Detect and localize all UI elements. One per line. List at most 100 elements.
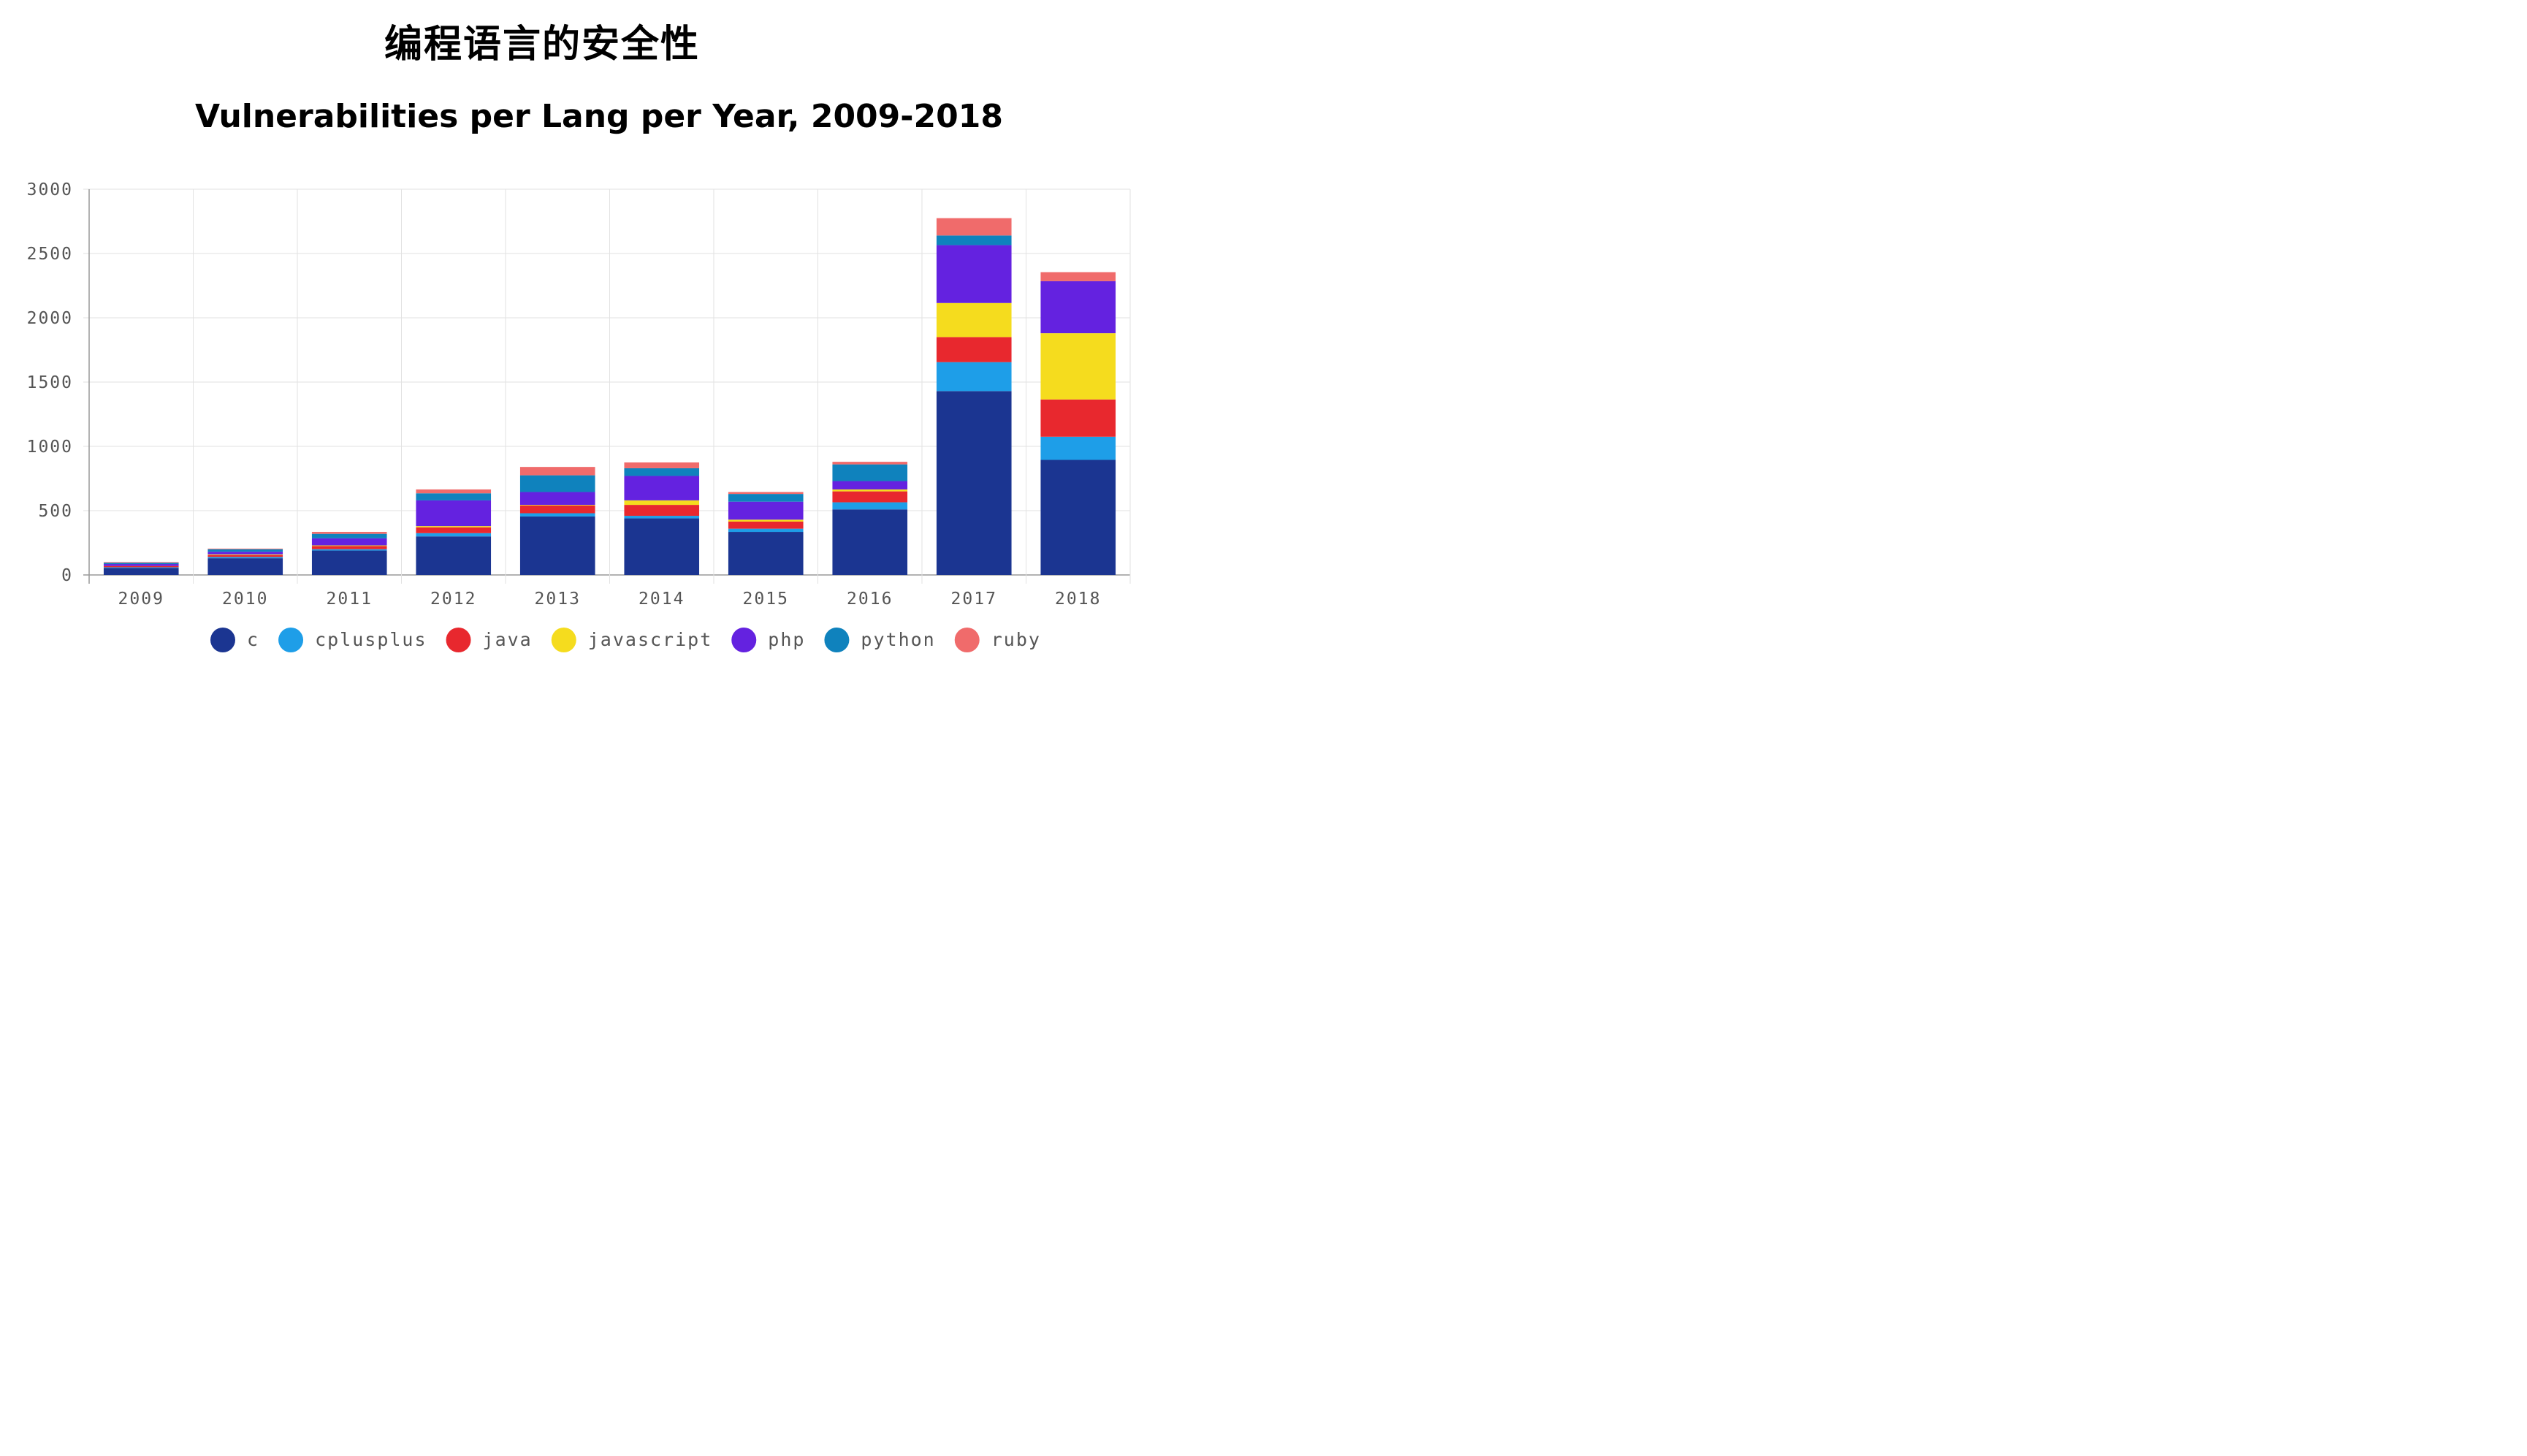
- bar-segment-python-2009: [103, 563, 179, 565]
- bar-segment-java-2018: [1040, 399, 1116, 437]
- legend-swatch-ruby: [954, 628, 980, 652]
- bar-segment-php-2018: [1040, 281, 1116, 334]
- x-tick-label: 2009: [118, 590, 164, 609]
- bar-segment-java-2010: [207, 554, 283, 557]
- bar-segment-c-2009: [103, 568, 179, 575]
- y-tick-label: 2000: [27, 309, 73, 328]
- bar-segment-javascript-2010: [207, 554, 283, 555]
- legend-label-javascript: javascript: [588, 629, 713, 650]
- bar-segment-php-2011: [311, 538, 387, 546]
- bar-segment-python-2010: [207, 549, 283, 552]
- y-tick-label: 0: [61, 566, 73, 585]
- x-tick-label: 2018: [1055, 590, 1101, 609]
- x-tick-label: 2012: [430, 590, 476, 609]
- bar-segment-ruby-2012: [416, 489, 492, 494]
- x-tick-label: 2013: [535, 590, 581, 609]
- chart-title: Vulnerabilities per Lang per Year, 2009-…: [194, 98, 1004, 135]
- x-tick-label: 2016: [847, 590, 893, 609]
- x-tick-label: 2017: [951, 590, 997, 609]
- legend-item-python[interactable]: python: [824, 628, 935, 652]
- bar-segment-java-2017: [936, 337, 1012, 362]
- bar-segment-java-2016: [832, 491, 908, 503]
- bar-segment-ruby-2011: [311, 532, 387, 534]
- legend-label-python: python: [861, 629, 935, 650]
- legend: c cplusplus java javascript php python ruby: [210, 628, 1041, 652]
- legend-swatch-cplusplus: [278, 628, 304, 652]
- legend-item-ruby[interactable]: ruby: [954, 628, 1041, 652]
- grid-lines: [83, 188, 1131, 584]
- bar-segment-php-2016: [832, 481, 908, 489]
- bar-segment-javascript-2014: [624, 500, 700, 506]
- legend-swatch-javascript: [551, 628, 576, 652]
- bar-segment-c-2011: [311, 550, 387, 575]
- bar-segment-c-2017: [936, 391, 1012, 575]
- bar-segment-javascript-2016: [832, 489, 908, 492]
- bar-segment-php-2014: [624, 476, 700, 500]
- bar-segment-java-2009: [103, 565, 179, 568]
- bar-segment-python-2013: [519, 475, 595, 492]
- legend-label-c: c: [247, 629, 259, 650]
- bar-segment-c-2012: [416, 536, 492, 575]
- bar-segment-java-2011: [311, 546, 387, 549]
- y-tick-label: 3000: [27, 180, 73, 199]
- bar-segment-java-2013: [519, 505, 595, 514]
- bar-segment-ruby-2014: [624, 462, 700, 468]
- bar-segment-c-2013: [519, 516, 595, 575]
- bar-segment-cplusplus-2013: [519, 513, 595, 517]
- x-tick-label: 2015: [743, 590, 789, 609]
- legend-swatch-c: [210, 628, 235, 652]
- bar-segment-javascript-2015: [728, 519, 804, 522]
- bar-segment-php-2009: [103, 564, 179, 566]
- legend-label-ruby: ruby: [991, 629, 1041, 650]
- y-tick-label: 2500: [27, 245, 73, 264]
- bar-segment-cplusplus-2010: [207, 557, 283, 559]
- bar-segment-c-2010: [207, 558, 283, 575]
- bar-segment-javascript-2013: [519, 505, 595, 506]
- bar-segment-c-2015: [728, 532, 804, 575]
- bar-segment-ruby-2017: [936, 218, 1012, 236]
- bar-segment-ruby-2016: [832, 462, 908, 465]
- legend-swatch-php: [731, 628, 757, 652]
- legend-label-cplusplus: cplusplus: [315, 629, 427, 650]
- legend-label-java: java: [483, 629, 533, 650]
- x-tick-label: 2014: [639, 590, 685, 609]
- bar-segment-ruby-2018: [1040, 272, 1116, 281]
- bar-segment-c-2014: [624, 518, 700, 575]
- y-tick-label: 500: [38, 502, 73, 521]
- bar-segment-cplusplus-2009: [103, 567, 179, 568]
- y-tick-label: 1500: [27, 373, 73, 392]
- bar-segment-php-2012: [416, 500, 492, 527]
- bar-segment-python-2016: [832, 464, 908, 481]
- x-tick-label: 2011: [327, 590, 373, 609]
- legend-item-php[interactable]: php: [731, 628, 805, 652]
- bar-segment-java-2014: [624, 505, 700, 517]
- legend-item-java[interactable]: java: [446, 628, 533, 652]
- stacked-bar-chart: 0 500 1000 1500 2000 2500 3000 2009 2010 2011 201…: [27, 180, 1131, 652]
- bar-segment-php-2015: [728, 501, 804, 520]
- bar-segment-cplusplus-2015: [728, 528, 804, 533]
- legend-item-cplusplus[interactable]: cplusplus: [278, 628, 427, 652]
- bar-segment-python-2012: [416, 493, 492, 500]
- bar-segment-java-2012: [416, 527, 492, 533]
- bar-segment-ruby-2013: [519, 467, 595, 476]
- bar-segment-cplusplus-2012: [416, 533, 492, 537]
- bar-segment-php-2017: [936, 245, 1012, 303]
- bar-segment-php-2010: [207, 552, 283, 554]
- legend-label-php: php: [768, 629, 805, 650]
- bar-segment-cplusplus-2018: [1040, 436, 1116, 460]
- legend-item-javascript[interactable]: javascript: [551, 628, 713, 652]
- bar-segment-cplusplus-2011: [311, 549, 387, 551]
- y-axis: 0 500 1000 1500 2000 2500 3000: [27, 180, 73, 585]
- legend-swatch-python: [824, 628, 850, 652]
- bar-segment-javascript-2018: [1040, 333, 1116, 400]
- bar-segment-c-2018: [1040, 460, 1116, 575]
- x-tick-label: 2010: [222, 590, 268, 609]
- bar-segment-ruby-2009: [103, 562, 179, 563]
- bar-segment-python-2017: [936, 235, 1012, 245]
- legend-item-c[interactable]: c: [210, 628, 259, 652]
- page-title: 编程语言的安全性: [384, 23, 700, 66]
- bar-segment-python-2011: [311, 533, 387, 538]
- x-axis: 2009 2010 2011 2012 2013 2014 2015 2016 2017 2018: [118, 590, 1101, 609]
- bar-segment-ruby-2015: [728, 492, 804, 495]
- bars: [103, 218, 1116, 575]
